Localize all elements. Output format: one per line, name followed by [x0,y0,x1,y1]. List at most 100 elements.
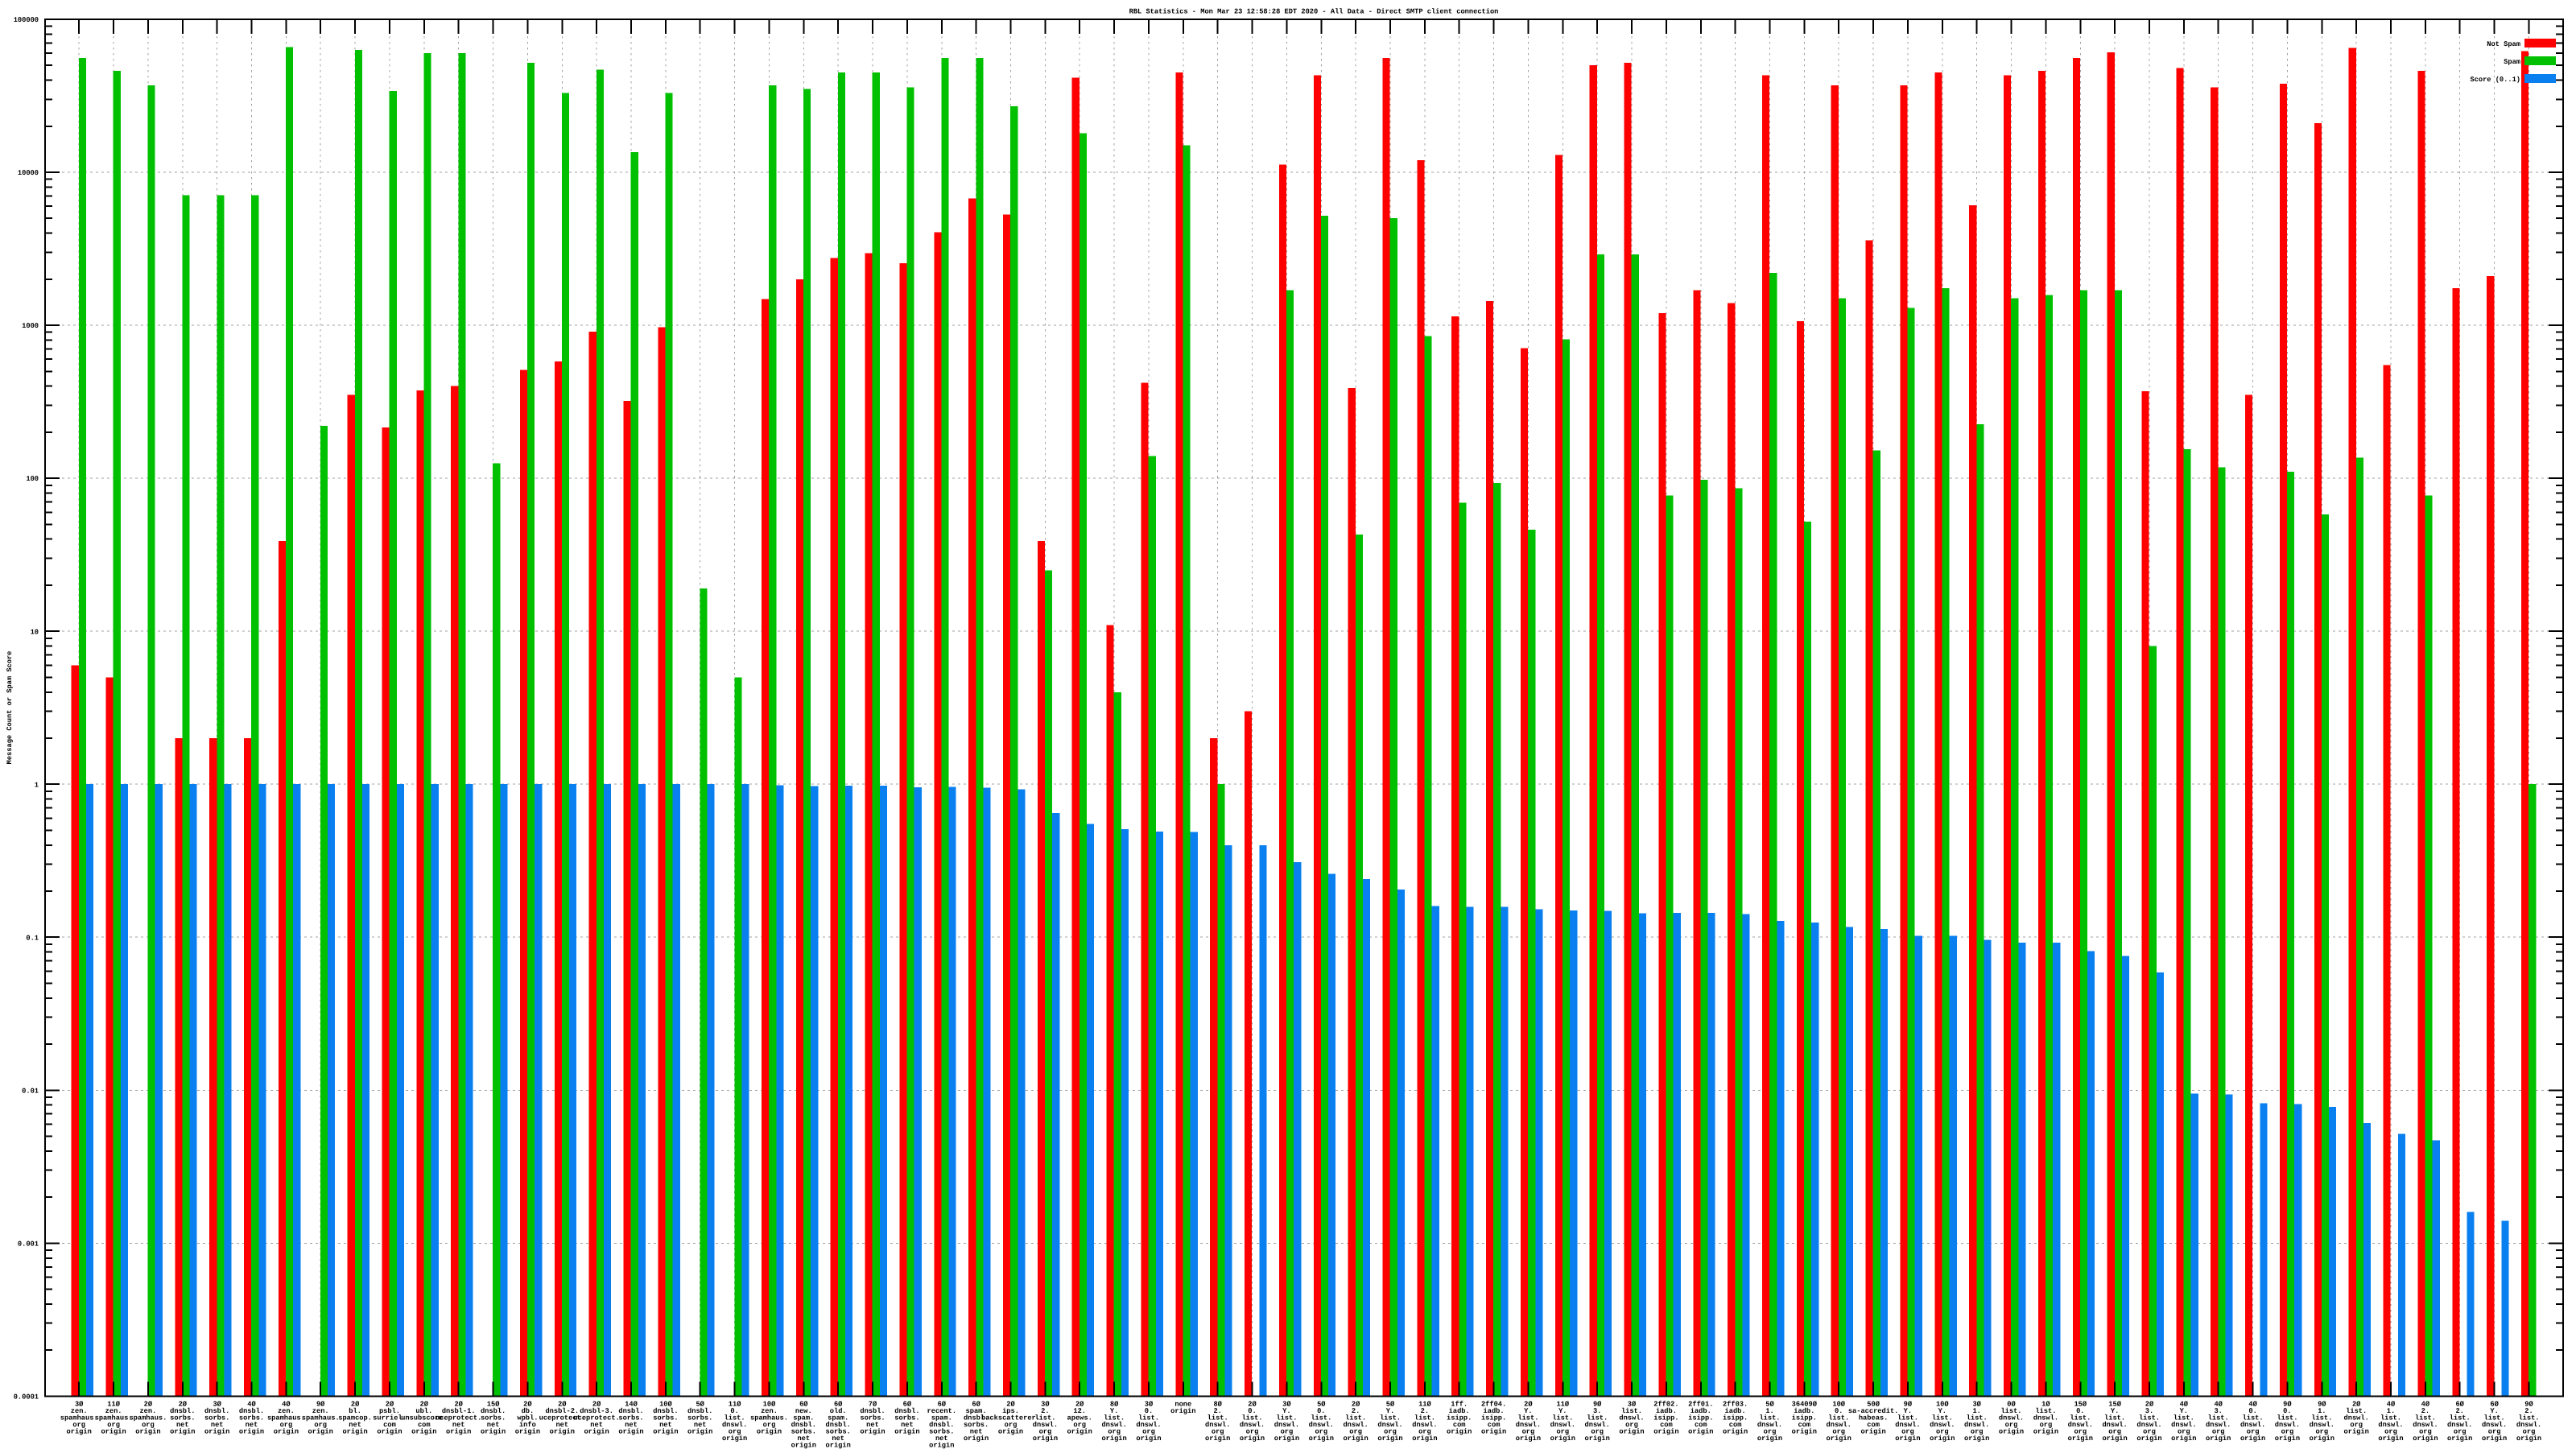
svg-text:psbl.: psbl. [379,1407,400,1415]
svg-text:spam.: spam. [931,1414,952,1422]
svg-text:dnswl.: dnswl. [2447,1421,2472,1429]
svg-text:dnsbl.: dnsbl. [653,1407,678,1415]
svg-text:dnswl.: dnswl. [2240,1421,2265,1429]
svg-text:org: org [2074,1428,2087,1436]
svg-text:recent.: recent. [927,1407,957,1415]
svg-text:list.: list. [2450,1414,2471,1422]
svg-text:origin: origin [2344,1428,2369,1436]
svg-text:org: org [2108,1428,2121,1436]
svg-text:com: com [1453,1421,1466,1429]
svg-text:spamcop.: spamcop. [338,1414,372,1422]
svg-text:origin: origin [1240,1435,1265,1443]
svg-text:org: org [2247,1428,2260,1436]
svg-text:sorbs.: sorbs. [653,1414,678,1422]
svg-text:none: none [1174,1401,1191,1409]
svg-text:dnswl.: dnswl. [2171,1421,2196,1429]
svg-text:list.: list. [2243,1414,2264,1422]
svg-text:dnswl.: dnswl. [2136,1421,2161,1429]
svg-text:org: org [2315,1428,2328,1436]
svg-text:3Ø: 3Ø [75,1401,83,1409]
svg-text:list.: list. [2035,1407,2056,1415]
svg-text:11Ø: 11Ø [107,1401,120,1409]
svg-text:origin: origin [2447,1435,2472,1443]
svg-text:origin: origin [1688,1428,1713,1436]
svg-text:org: org [1315,1428,1327,1436]
svg-text:6Ø: 6Ø [799,1401,807,1409]
svg-text:origin: origin [2136,1435,2161,1443]
svg-text:origin: origin [2275,1435,2300,1443]
svg-text:origin: origin [1827,1435,1852,1443]
svg-text:10: 10 [31,628,39,636]
svg-text:0.: 0. [1835,1407,1843,1415]
svg-text:org: org [1936,1428,1949,1436]
svg-text:2Ø: 2Ø [523,1401,531,1409]
svg-text:sorbs.: sorbs. [826,1428,851,1436]
svg-text:origin: origin [2413,1435,2438,1443]
svg-text:org: org [1212,1428,1224,1436]
svg-text:dnsbl.: dnsbl. [791,1421,816,1429]
svg-text:com: com [1660,1421,1673,1429]
svg-text:Score (0..1): Score (0..1) [2470,76,2520,84]
svg-text:com: com [1695,1421,1707,1429]
svg-text:isipp.: isipp. [1723,1414,1748,1422]
svg-text:origin: origin [2310,1435,2334,1443]
svg-text:list.: list. [1276,1414,1297,1422]
svg-text:36409Ø: 36409Ø [1792,1401,1817,1409]
svg-text:dnswl.: dnswl. [1309,1421,1334,1429]
svg-text:RBL Statistics - Mon Mar 23 12: RBL Statistics - Mon Mar 23 12:58:28 EDT… [1129,8,1499,16]
svg-text:100: 100 [26,475,39,483]
svg-text:6Ø: 6Ø [903,1401,911,1409]
svg-text:dnsbl-2.: dnsbl-2. [545,1407,579,1415]
svg-text:org: org [142,1421,155,1429]
svg-text:2Ø: 2Ø [144,1401,152,1409]
svg-text:origin: origin [1067,1428,1092,1436]
svg-text:list.: list. [1104,1414,1125,1422]
svg-text:Spam: Spam [2504,58,2520,66]
svg-text:org: org [2488,1428,2501,1436]
svg-text:dnswl.: dnswl. [1999,1414,2024,1422]
svg-text:wpbl.: wpbl. [517,1414,538,1422]
svg-text:2Ø: 2Ø [592,1401,601,1409]
svg-text:12.: 12. [1073,1407,1086,1415]
svg-text:dnswl.: dnswl. [2378,1421,2403,1429]
svg-text:dnswl.: dnswl. [1101,1421,1126,1429]
svg-text:sorbs.: sorbs. [860,1414,885,1422]
svg-text:dnswl.: dnswl. [1550,1421,1575,1429]
svg-text:old.: old. [830,1407,847,1415]
svg-text:org: org [2040,1421,2053,1429]
svg-text:origin: origin [1895,1435,1920,1443]
svg-text:2Ø: 2Ø [1524,1401,1532,1409]
svg-text:2Ø: 2Ø [454,1401,462,1409]
svg-text:list.: list. [1759,1414,1780,1422]
svg-text:0.: 0. [2248,1407,2256,1415]
svg-text:list.: list. [2484,1414,2505,1422]
svg-text:dnsbl.: dnsbl. [894,1407,919,1415]
svg-text:origin: origin [1377,1435,1402,1443]
svg-text:org: org [1108,1428,1121,1436]
svg-text:4Ø: 4Ø [2248,1401,2256,1409]
svg-text:zen.: zen. [105,1407,122,1415]
svg-text:1.: 1. [2387,1407,2395,1415]
svg-text:origin: origin [1447,1428,1472,1436]
svg-text:50Ø: 50Ø [1867,1401,1880,1409]
svg-text:3Ø: 3Ø [1282,1401,1290,1409]
svg-text:sorbs.: sorbs. [791,1428,816,1436]
svg-text:0.01: 0.01 [22,1087,39,1095]
svg-text:list.: list. [2346,1407,2367,1415]
svg-text:origin: origin [757,1428,782,1436]
svg-text:2.: 2. [2421,1407,2429,1415]
svg-text:dnsbl.: dnsbl. [860,1407,885,1415]
svg-text:org: org [2281,1428,2294,1436]
svg-text:origin: origin [1999,1428,2024,1436]
svg-text:spam.: spam. [828,1414,848,1422]
svg-text:origin: origin [1964,1435,1989,1443]
svg-text:dnsbl.: dnsbl. [170,1407,195,1415]
svg-text:origin: origin [929,1442,954,1449]
svg-text:origin: origin [1757,1435,1782,1443]
svg-text:Y.: Y. [2111,1407,2119,1415]
svg-text:iadb.: iadb. [1690,1407,1711,1415]
svg-text:2Ø: 2Ø [1075,1401,1084,1409]
svg-text:0.: 0. [2076,1407,2084,1415]
svg-text:origin: origin [67,1428,92,1436]
svg-text:org: org [1556,1428,1569,1436]
